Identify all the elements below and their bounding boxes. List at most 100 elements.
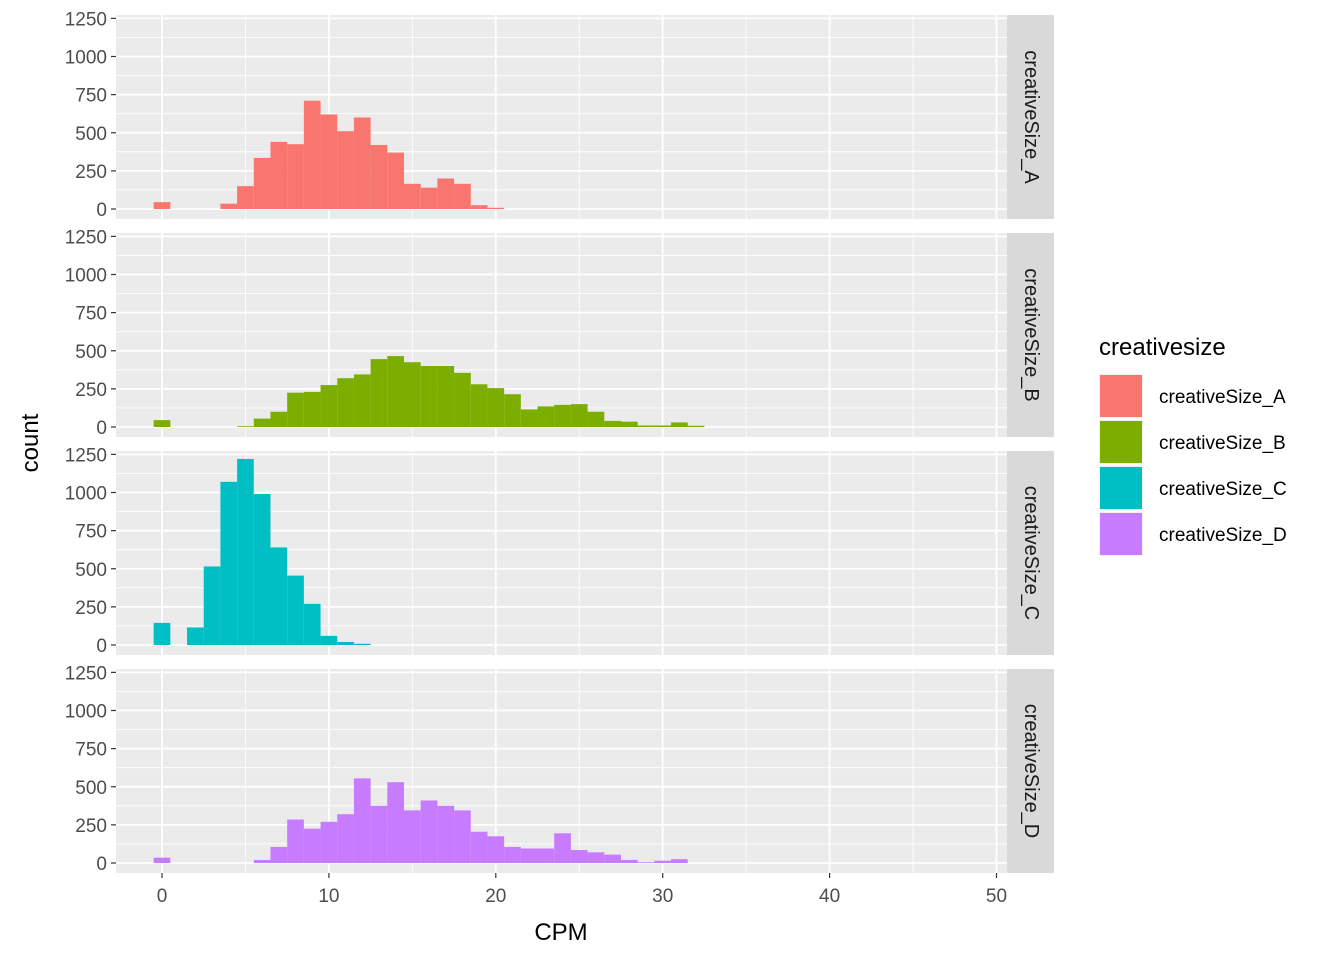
facet-strip (1007, 451, 1054, 655)
facet-strip-label: creativeSize_A (1020, 50, 1042, 184)
histogram-bar (671, 422, 688, 427)
legend-item: creativeSize_D (1099, 512, 1287, 556)
histogram-bar (620, 421, 638, 427)
histogram-bar (287, 144, 304, 209)
histogram-bar (554, 404, 571, 427)
histogram-bar (153, 857, 171, 863)
histogram-bar (220, 481, 238, 645)
histogram-bar (537, 406, 555, 427)
histogram-bar (420, 187, 438, 209)
y-tick-label: 500 (75, 778, 107, 799)
histogram-bar (671, 859, 688, 863)
x-tick-label: 10 (318, 886, 339, 907)
histogram-bar (404, 810, 421, 863)
histogram-bar (270, 846, 288, 863)
facet-panel: 0 250 500 750 1000 1250 creativeSize_B (65, 227, 1054, 439)
y-tick-label: 1250 (65, 663, 107, 684)
y-tick-label: 1000 (65, 266, 107, 287)
histogram-bar (487, 388, 505, 427)
y-tick-label: 500 (75, 342, 107, 363)
histogram-bar (253, 157, 271, 209)
histogram-bar (320, 114, 338, 209)
histogram-bar (353, 374, 371, 427)
y-tick-label: 1250 (65, 9, 107, 30)
histogram-bar (604, 854, 621, 863)
facet-panel: 0 250 500 750 1000 1250 creativeSize_A (65, 9, 1054, 221)
histogram-bar (470, 384, 488, 427)
histogram-bar (287, 819, 304, 863)
legend-swatch (1100, 375, 1142, 417)
y-tick-label: 250 (75, 598, 107, 619)
histogram-bar (153, 420, 171, 427)
histogram-bar (303, 100, 321, 209)
legend-label: creativeSize_D (1159, 525, 1287, 546)
histogram-bar (454, 810, 471, 863)
legend-swatch (1100, 467, 1142, 509)
x-axis-title: CPM (534, 919, 587, 946)
histogram-bar (270, 141, 288, 209)
histogram-bar (404, 183, 421, 209)
histogram-bar (370, 144, 388, 209)
histogram-bar (387, 782, 405, 863)
facet-strip-label: creativeSize_C (1020, 486, 1042, 621)
histogram-bar (437, 178, 455, 209)
legend-swatch (1100, 513, 1142, 555)
facet-panels: 0 250 500 750 1000 1250 creativeSize_A 0 250 500 7… (65, 9, 1054, 875)
histogram-bar (387, 356, 405, 427)
histogram-bar (220, 203, 238, 209)
histogram-bar (270, 411, 288, 427)
y-tick-label: 0 (96, 200, 107, 221)
legend-items: creativeSize_A creativeSize_B creativeSize… (1099, 374, 1287, 556)
histogram-bar (320, 821, 338, 863)
legend-label: creativeSize_A (1159, 387, 1286, 408)
y-tick-label: 1250 (65, 227, 107, 248)
histogram-bar (320, 635, 338, 645)
histogram-bar (337, 131, 354, 209)
histogram-bar (420, 366, 438, 427)
y-axis-title: count (17, 413, 44, 472)
histogram-bar (270, 547, 288, 645)
facet-strip-label: creativeSize_D (1020, 704, 1042, 839)
histogram-bar (303, 828, 321, 863)
y-tick-label: 500 (75, 124, 107, 145)
histogram-bar (654, 425, 672, 427)
legend-item: creativeSize_C (1099, 466, 1287, 510)
y-tick-label: 0 (96, 854, 107, 875)
histogram-bar (587, 852, 605, 863)
histogram-bar (504, 394, 521, 427)
y-tick-label: 1250 (65, 445, 107, 466)
histogram-bar (320, 385, 338, 427)
histogram-bar (237, 458, 254, 645)
histogram-bar (520, 848, 538, 863)
legend-label: creativeSize_C (1159, 479, 1287, 500)
histogram-bar (587, 411, 605, 427)
facet-strip (1007, 233, 1054, 437)
x-tick-label: 20 (485, 886, 506, 907)
y-tick-label: 250 (75, 380, 107, 401)
histogram-bar (437, 366, 455, 427)
histogram-bar (654, 860, 672, 863)
histogram-bar (253, 859, 271, 863)
histogram-bar (570, 850, 588, 863)
histogram-bar (153, 622, 171, 645)
histogram-bar (253, 494, 271, 645)
histogram-bar (554, 833, 571, 863)
histogram-bar (153, 202, 171, 209)
histogram-bar (487, 836, 505, 863)
facet-strip-label: creativeSize_B (1020, 268, 1042, 401)
y-tick-label: 750 (75, 304, 107, 325)
histogram-bar (303, 391, 321, 427)
x-axis: 0 10 20 30 40 50 (157, 873, 1007, 907)
histogram-bar (337, 378, 354, 427)
legend-item: creativeSize_B (1099, 420, 1286, 464)
x-tick-label: 30 (652, 886, 673, 907)
facet-panel: 0 250 500 750 1000 1250 creativeSize_C (65, 445, 1054, 657)
histogram-bar (303, 603, 321, 645)
histogram-bar (237, 186, 254, 209)
legend-label: creativeSize_B (1159, 433, 1286, 454)
legend-item: creativeSize_A (1099, 374, 1286, 418)
histogram-bar (353, 117, 371, 209)
histogram-bar (454, 183, 471, 209)
histogram-bar (470, 205, 488, 209)
histogram-bar (353, 643, 371, 645)
